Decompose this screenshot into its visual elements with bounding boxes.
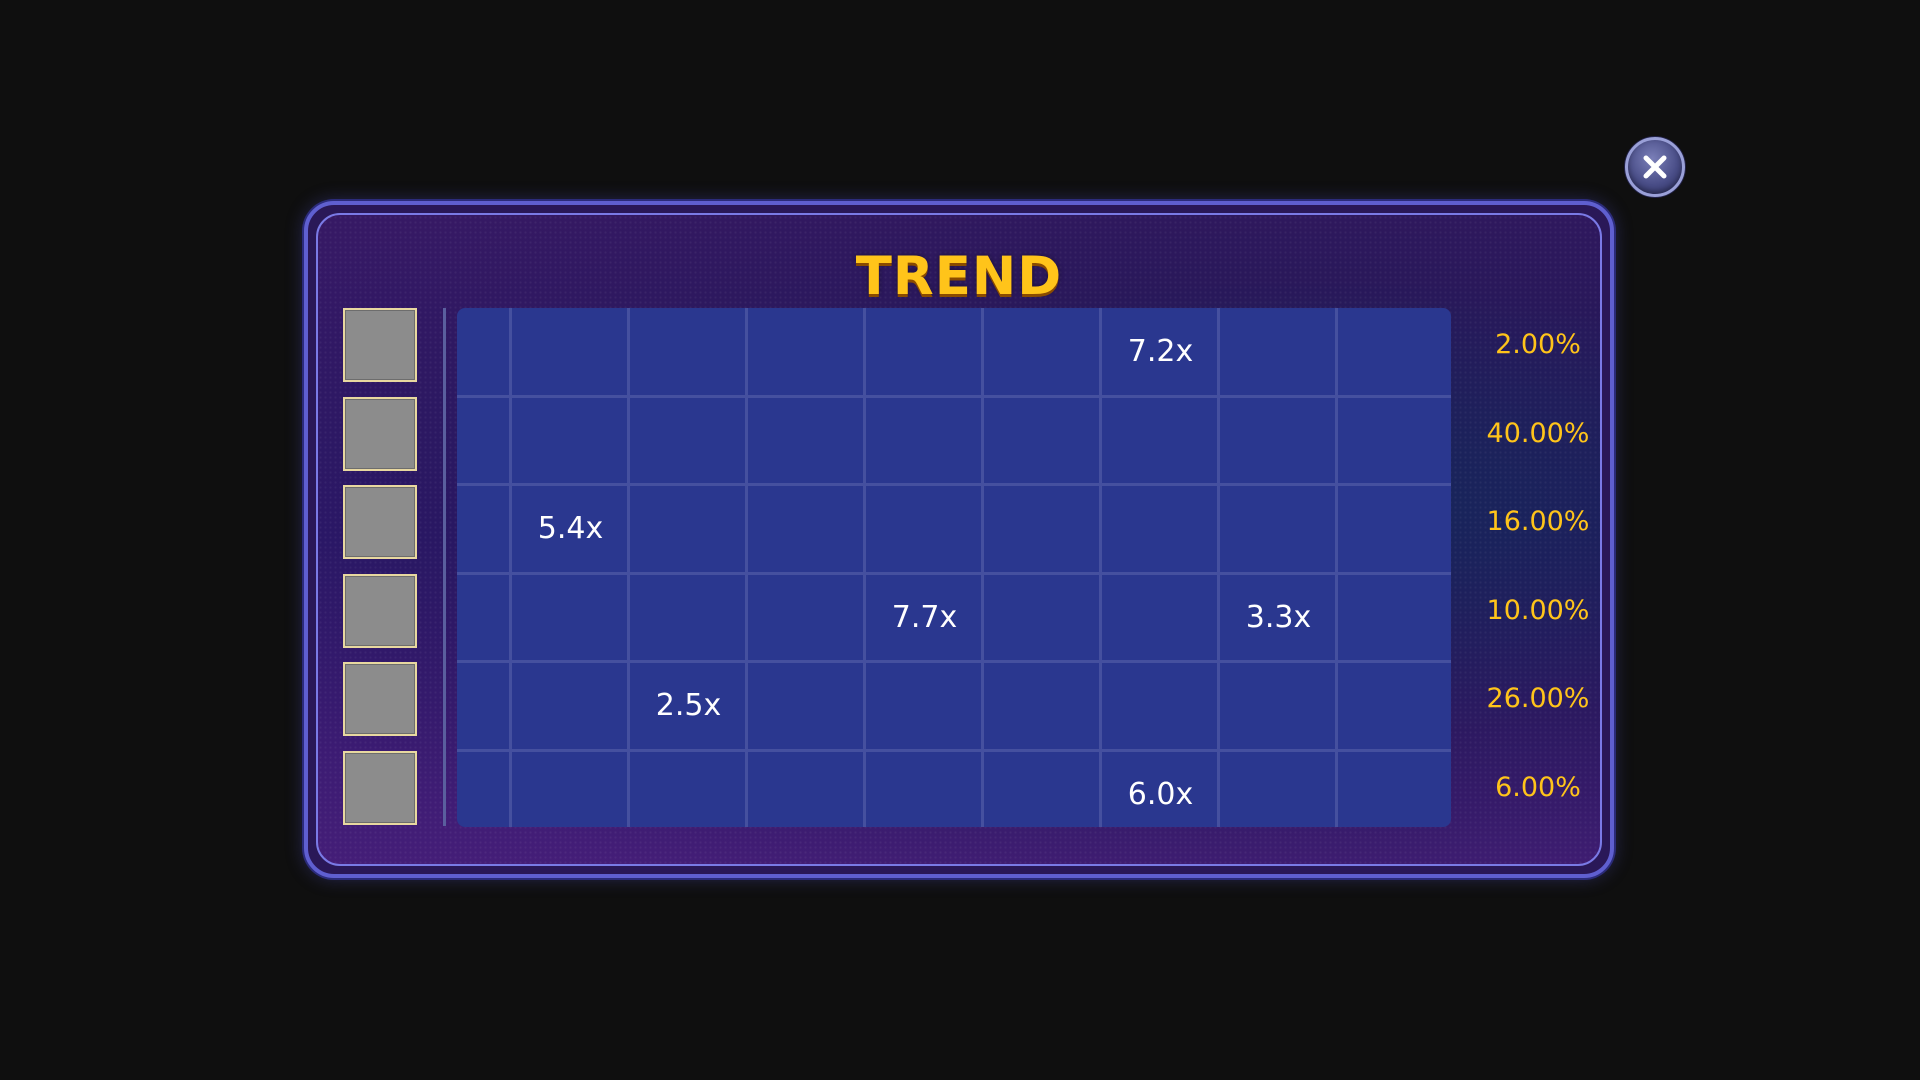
trend-panel-body: TREND 7.2x 5.4x 7.7x 3.3x 2.5x 6.0x 2.00% 40.0… [316, 213, 1602, 866]
grid-line-vertical [509, 308, 512, 827]
grid-line-horizontal [457, 660, 1451, 663]
grid-line-vertical [745, 308, 748, 827]
row-swatch-2 [343, 396, 417, 471]
grid-cell-value: 6.0x [1127, 776, 1194, 812]
grid-line-vertical [1217, 308, 1220, 827]
grid-line-horizontal [457, 394, 1451, 398]
grid-cell-value: 3.3x [1245, 599, 1312, 635]
grid-line-horizontal [457, 571, 1451, 575]
grid-line-horizontal [457, 483, 1451, 486]
grid-line-vertical [627, 308, 630, 827]
grid-cell-value: 7.2x [1127, 334, 1194, 369]
row-percent-5: 26.00% [1486, 683, 1590, 714]
row-percent-1: 2.00% [1495, 329, 1581, 360]
grid-line-vertical [1099, 308, 1102, 827]
grid-line-vertical [1335, 308, 1338, 827]
panel-title: TREND [855, 246, 1063, 307]
row-swatch-6 [343, 750, 417, 825]
close-button[interactable] [1625, 137, 1685, 197]
grid-line-horizontal [457, 748, 1451, 752]
trend-panel: TREND 7.2x 5.4x 7.7x 3.3x 2.5x 6.0x 2.00% 40.0… [304, 201, 1614, 878]
row-percent-6: 6.00% [1495, 771, 1581, 803]
grid-cell-value: 2.5x [655, 688, 722, 723]
row-percent-3: 16.00% [1486, 506, 1590, 537]
row-percent-4: 10.00% [1486, 594, 1590, 626]
row-percent-2: 40.00% [1486, 417, 1590, 449]
grid-line-vertical [863, 308, 866, 827]
grid-cell-value: 7.7x [891, 599, 958, 635]
grid-cell-value: 5.4x [537, 511, 604, 546]
grid-line-vertical [981, 308, 984, 827]
row-swatch-1 [343, 308, 417, 382]
row-swatch-4 [343, 573, 417, 648]
row-swatch-5 [343, 662, 417, 736]
trend-grid: 7.2x 5.4x 7.7x 3.3x 2.5x 6.0x [457, 308, 1451, 827]
close-icon [1643, 155, 1667, 179]
row-swatch-column [343, 308, 421, 828]
column-divider [443, 308, 446, 826]
row-swatch-3 [343, 485, 417, 559]
